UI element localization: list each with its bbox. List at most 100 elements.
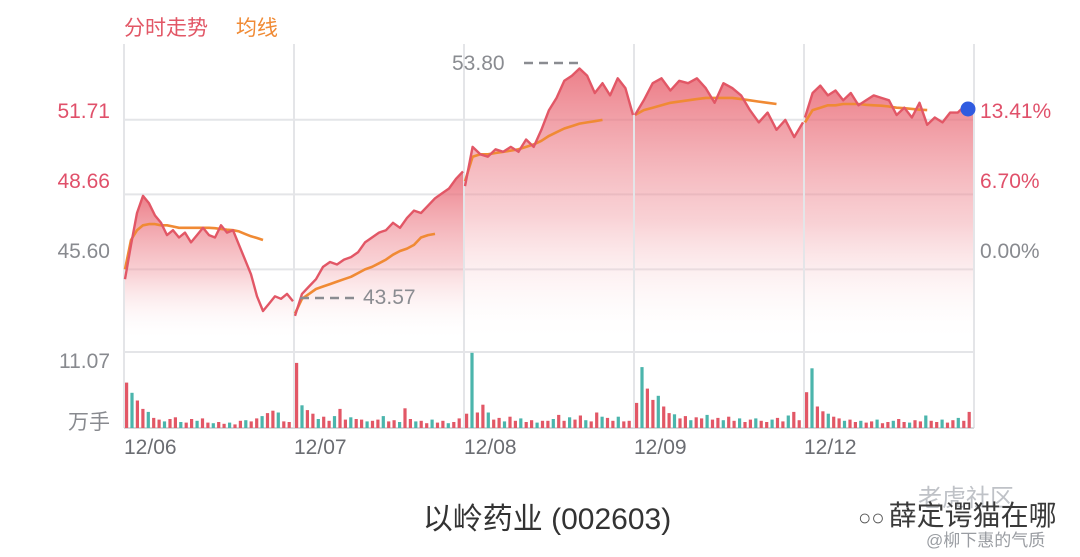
volume-bar xyxy=(837,418,841,428)
low-annotation: 43.57 xyxy=(363,286,416,309)
volume-bar xyxy=(743,422,747,428)
y-label-top: 51.71 xyxy=(57,100,110,123)
volume-bar xyxy=(162,421,167,428)
volume-bar xyxy=(327,420,331,428)
volume-bar xyxy=(486,412,490,428)
price-line-12/09 xyxy=(633,77,805,139)
volume-bar xyxy=(408,419,412,428)
volume-bar xyxy=(414,421,418,428)
volume-bar xyxy=(870,421,874,428)
volume-bar xyxy=(398,422,402,428)
volume-bar xyxy=(179,422,183,428)
volume-bar xyxy=(502,421,507,428)
volume-bar xyxy=(940,419,944,428)
volume-bar xyxy=(497,417,501,428)
volume-bar xyxy=(902,422,906,428)
volume-bar xyxy=(897,419,901,428)
volume-bar xyxy=(792,411,796,428)
volume-bar xyxy=(786,415,790,428)
volume-bar xyxy=(584,420,588,428)
price-area-12/09 xyxy=(635,78,803,339)
volume-bar xyxy=(157,419,161,428)
volume-bar xyxy=(848,419,852,428)
volume-bar xyxy=(349,417,353,428)
volume-bar xyxy=(238,420,242,428)
volume-bar xyxy=(381,416,385,428)
volume-bar xyxy=(457,418,461,428)
volume-bar xyxy=(832,416,836,428)
volume-bar xyxy=(929,420,933,428)
volume-bar xyxy=(573,419,577,428)
volume-bar xyxy=(956,417,960,428)
volume-bar xyxy=(276,412,280,428)
volume-bar xyxy=(282,421,286,428)
volume-bar xyxy=(918,421,922,428)
volume-bar xyxy=(683,416,687,428)
volume-bar xyxy=(470,352,474,428)
volume-bar xyxy=(551,419,555,428)
volume-bar xyxy=(316,419,320,428)
volume-bar xyxy=(810,368,814,428)
volume-bar xyxy=(627,420,631,428)
volume-bar xyxy=(645,388,649,428)
date-label: 12/09 xyxy=(634,436,687,459)
pct-label-base: 0.00% xyxy=(980,240,1040,263)
volume-bar xyxy=(886,422,890,428)
volume-bar xyxy=(200,418,205,428)
volume-bar xyxy=(425,423,429,428)
volume-bar xyxy=(260,416,264,428)
legend-average: 均线 xyxy=(235,17,278,40)
volume-bar xyxy=(689,420,693,428)
volume-bar xyxy=(611,420,615,428)
volume-bar xyxy=(435,422,440,428)
volume-bar xyxy=(710,419,715,428)
volume-bar xyxy=(190,419,194,428)
y-label-mid: 48.66 xyxy=(57,170,110,193)
volume-bar xyxy=(600,416,604,428)
volume-bar xyxy=(135,400,139,428)
volume-bar xyxy=(130,392,134,428)
volume-bar xyxy=(343,419,347,428)
volume-bar xyxy=(376,419,380,428)
volume-bar xyxy=(589,421,593,428)
date-label: 12/07 xyxy=(294,436,347,459)
volume-bar xyxy=(700,418,704,428)
volume-bar xyxy=(765,422,769,428)
volume-bar xyxy=(842,420,847,428)
volume-bar xyxy=(287,422,291,428)
volume-bar xyxy=(781,421,785,428)
volume-bar xyxy=(775,417,780,428)
volume-bar xyxy=(891,420,895,428)
volume-bar xyxy=(184,422,188,428)
volume-bar xyxy=(300,405,304,428)
volume-bar xyxy=(211,423,215,428)
watermark-author: ○○ 薛定谔猫在哪 xyxy=(858,500,1057,531)
volume-bar xyxy=(678,418,682,428)
wechat-icon: ○○ xyxy=(858,505,885,530)
volume-bar xyxy=(173,417,177,428)
volume-bar xyxy=(651,399,655,428)
volume-bar xyxy=(233,424,237,428)
volume-bar xyxy=(546,420,550,428)
volume-bar xyxy=(754,418,758,428)
volume-bar xyxy=(465,413,469,428)
volume-bar xyxy=(222,423,226,428)
volume-bar xyxy=(967,411,971,428)
volume-bar xyxy=(797,420,801,428)
watermark-community: 老虎社区 xyxy=(918,485,1014,512)
volume-bar xyxy=(403,408,407,428)
date-label: 12/12 xyxy=(804,436,857,459)
volume-bar xyxy=(951,420,955,428)
volume-bar xyxy=(446,423,450,428)
volume-bar xyxy=(387,421,391,428)
avg-line-12/09 xyxy=(634,96,777,117)
volume-bar xyxy=(578,415,582,428)
volume-bar xyxy=(535,422,539,428)
volume-bar xyxy=(508,416,512,428)
volume-bar xyxy=(519,418,523,428)
annotation-marks xyxy=(300,61,976,300)
volume-bar xyxy=(568,417,572,428)
price-area-12/12 xyxy=(805,85,973,338)
volume-bar xyxy=(662,406,666,428)
volume-bar xyxy=(859,420,863,428)
